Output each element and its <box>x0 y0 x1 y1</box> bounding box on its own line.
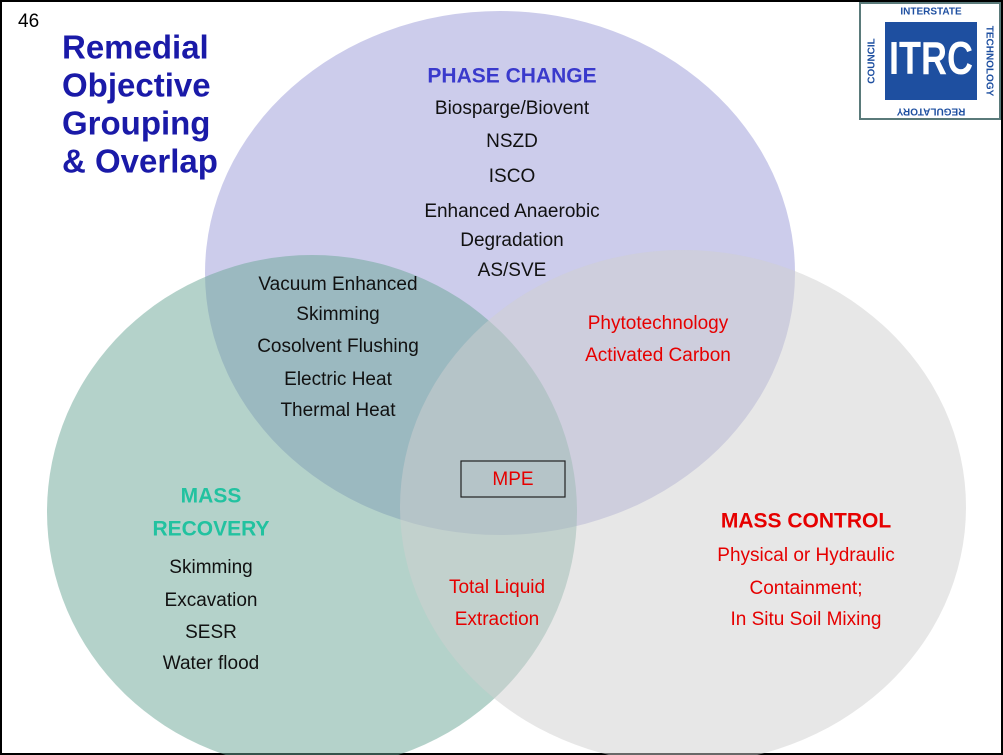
slide-number: 46 <box>18 11 39 32</box>
logo-block <box>885 22 977 100</box>
overlap-item: Electric Heat <box>284 369 392 390</box>
group-label: PHASE CHANGE <box>427 65 596 88</box>
overlap-item: Total Liquid <box>449 577 545 598</box>
logo-text: ITRC <box>889 32 973 84</box>
group-item: Degradation <box>460 230 564 251</box>
title-line: Grouping <box>62 105 210 142</box>
overlap-item: Thermal Heat <box>280 400 396 421</box>
overlap-item: Cosolvent Flushing <box>257 336 419 357</box>
logo: ITRC INTERSTATE REGULATORY TECHNOLOGY CO… <box>859 2 1001 120</box>
group-item: Physical or Hydraulic <box>717 545 894 566</box>
group-label: RECOVERY <box>152 518 269 541</box>
title-line: & Overlap <box>62 143 218 180</box>
group-label: MASS <box>181 485 242 508</box>
overlap-item: Skimming <box>296 304 379 325</box>
group-item: Excavation <box>165 590 258 611</box>
group-item: In Situ Soil Mixing <box>730 609 881 630</box>
group-item: AS/SVE <box>478 260 547 281</box>
overlap-item: Vacuum Enhanced <box>258 274 417 295</box>
logo-text: INTERSTATE <box>900 7 962 18</box>
group-item: SESR <box>185 622 237 643</box>
mpe-box <box>460 460 566 498</box>
group-item: Enhanced Anaerobic <box>424 201 599 222</box>
overlap-item: Extraction <box>455 609 539 630</box>
overlap-item: Phytotechnology <box>588 313 729 334</box>
group-item: NSZD <box>486 131 538 152</box>
title-line: Remedial <box>62 29 209 66</box>
group-item: Water flood <box>163 653 259 674</box>
group-item: Biosparge/Biovent <box>435 98 590 119</box>
overlap-item: MPE <box>492 469 533 490</box>
logo-text: REGULATORY <box>896 105 965 116</box>
group-item: Skimming <box>169 557 252 578</box>
logo-text: TECHNOLOGY <box>983 26 994 97</box>
logo-text: COUNCIL <box>867 38 878 84</box>
group-item: Containment; <box>749 578 862 599</box>
mass-control-circle <box>400 250 966 755</box>
group-label: MASS CONTROL <box>721 510 892 533</box>
title-line: Objective <box>62 67 211 104</box>
group-item: ISCO <box>489 166 535 187</box>
overlap-item: Activated Carbon <box>585 345 731 366</box>
